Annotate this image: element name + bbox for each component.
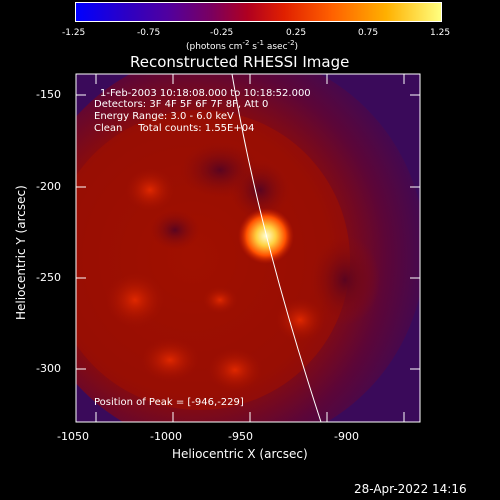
y-tick-label: -200: [36, 180, 61, 193]
x-tick-label: -1050: [57, 430, 89, 443]
x-axis-ticks: [95, 74, 405, 422]
info-clean-counts: Clean Total counts: 1.55E+04: [94, 123, 255, 134]
y-axis-label: Heliocentric Y (arcsec): [14, 185, 28, 320]
info-peak-position: Position of Peak = [-946,-229]: [94, 397, 244, 408]
colorbar-tick: -0.75: [137, 28, 161, 38]
info-time-range: 1-Feb-2003 10:18:08.000 to 10:18:52.000: [100, 88, 311, 99]
timestamp: 28-Apr-2022 14:16: [354, 482, 467, 496]
colorbar-tick: 0.25: [286, 28, 307, 38]
x-axis-label: Heliocentric X (arcsec): [172, 447, 308, 461]
colorbar-tick: 1.25: [430, 28, 451, 38]
y-axis-ticks: [76, 94, 420, 370]
y-tick-label: -300: [36, 362, 61, 375]
rhessi-image: [76, 74, 420, 422]
y-tick-label: -250: [36, 271, 61, 284]
colorbar-tick: -0.25: [210, 28, 234, 38]
plot-title: Reconstructed RHESSI Image: [130, 53, 350, 71]
info-detectors: Detectors: 3F 4F 5F 6F 7F 8F, Att 0: [94, 99, 269, 110]
x-tick-label: -1000: [150, 430, 182, 443]
colorbar: [75, 2, 442, 22]
colorbar-tick: -1.25: [62, 28, 86, 38]
plot-frame: [75, 73, 421, 423]
x-tick-label: -900: [334, 430, 359, 443]
colorbar-units: (photons cm-2 s-1 asec-2): [186, 39, 299, 52]
info-energy-range: Energy Range: 3.0 - 6.0 keV: [94, 111, 234, 122]
y-tick-label: -150: [36, 88, 61, 101]
solar-limb-line: [231, 74, 322, 422]
x-tick-label: -950: [228, 430, 253, 443]
colorbar-tick: 0.75: [358, 28, 379, 38]
